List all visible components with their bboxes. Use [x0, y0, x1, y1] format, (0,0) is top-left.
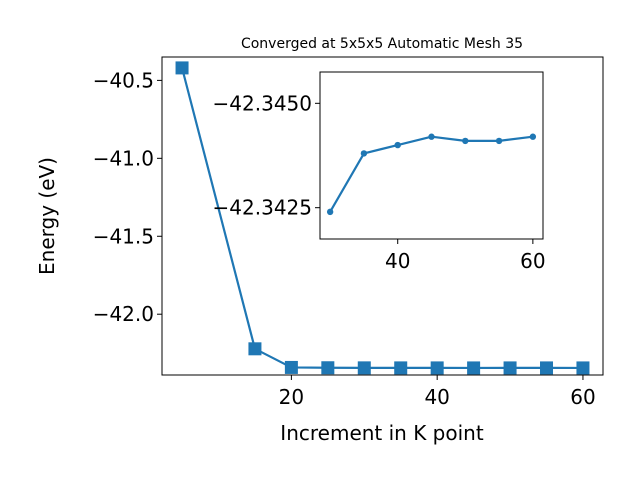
main-data-point [357, 361, 371, 375]
inset-y-tick-label: −42.3425 [213, 196, 312, 220]
main-data-point [576, 361, 590, 375]
chart-title: Converged at 5x5x5 Automatic Mesh 35 [241, 36, 523, 52]
main-y-tick-label: −40.5 [93, 68, 154, 92]
main-x-tick-label: 40 [424, 385, 449, 409]
main-data-point [430, 361, 444, 375]
main-data-point [467, 361, 481, 375]
inset-x-tick-label: 60 [520, 249, 545, 273]
x-axis-label: Increment in K point [280, 421, 484, 445]
inset-x-axis-ticks: 40 60 [385, 239, 546, 273]
main-y-tick-label: −41.5 [93, 224, 154, 248]
main-data-point [284, 360, 298, 374]
inset-plot: −42.3450 −42.3425 40 60 [213, 71, 546, 273]
main-data-point [540, 361, 554, 375]
main-data-point [321, 361, 335, 375]
main-x-axis-ticks: 20 40 60 [279, 375, 596, 409]
main-y-tick-label: −42.0 [93, 302, 154, 326]
main-data-point [248, 342, 262, 356]
inset-data-point [394, 141, 401, 149]
main-plot-frame [161, 56, 604, 376]
inset-data-point [360, 150, 368, 157]
inset-data-point [529, 133, 537, 140]
inset-y-axis-ticks: −42.3450 −42.3425 [213, 91, 320, 220]
main-series-layer [175, 61, 590, 375]
main-x-tick-label: 60 [570, 385, 595, 409]
inset-frame [319, 71, 544, 240]
inset-x-tick-label: 40 [385, 249, 410, 273]
inset-data-point [428, 133, 435, 140]
main-y-axis-ticks: −40.5 −41.0 −41.5 −42.0 [93, 68, 162, 326]
main-x-tick-label: 20 [279, 385, 304, 409]
main-data-point [394, 361, 408, 375]
inset-data-point [495, 137, 503, 145]
main-data-point [175, 61, 189, 75]
inset-data-point [326, 208, 334, 216]
y-axis-label: Energy (eV) [35, 157, 59, 275]
main-plot: Converged at 5x5x5 Automatic Mesh 35 −40… [35, 36, 604, 445]
inset-series-layer [326, 133, 537, 216]
inset-y-tick-label: −42.3450 [213, 91, 312, 115]
inset-background [320, 72, 543, 239]
main-y-tick-label: −41.0 [93, 146, 154, 170]
main-data-point [503, 361, 517, 375]
inset-data-point [462, 137, 469, 145]
